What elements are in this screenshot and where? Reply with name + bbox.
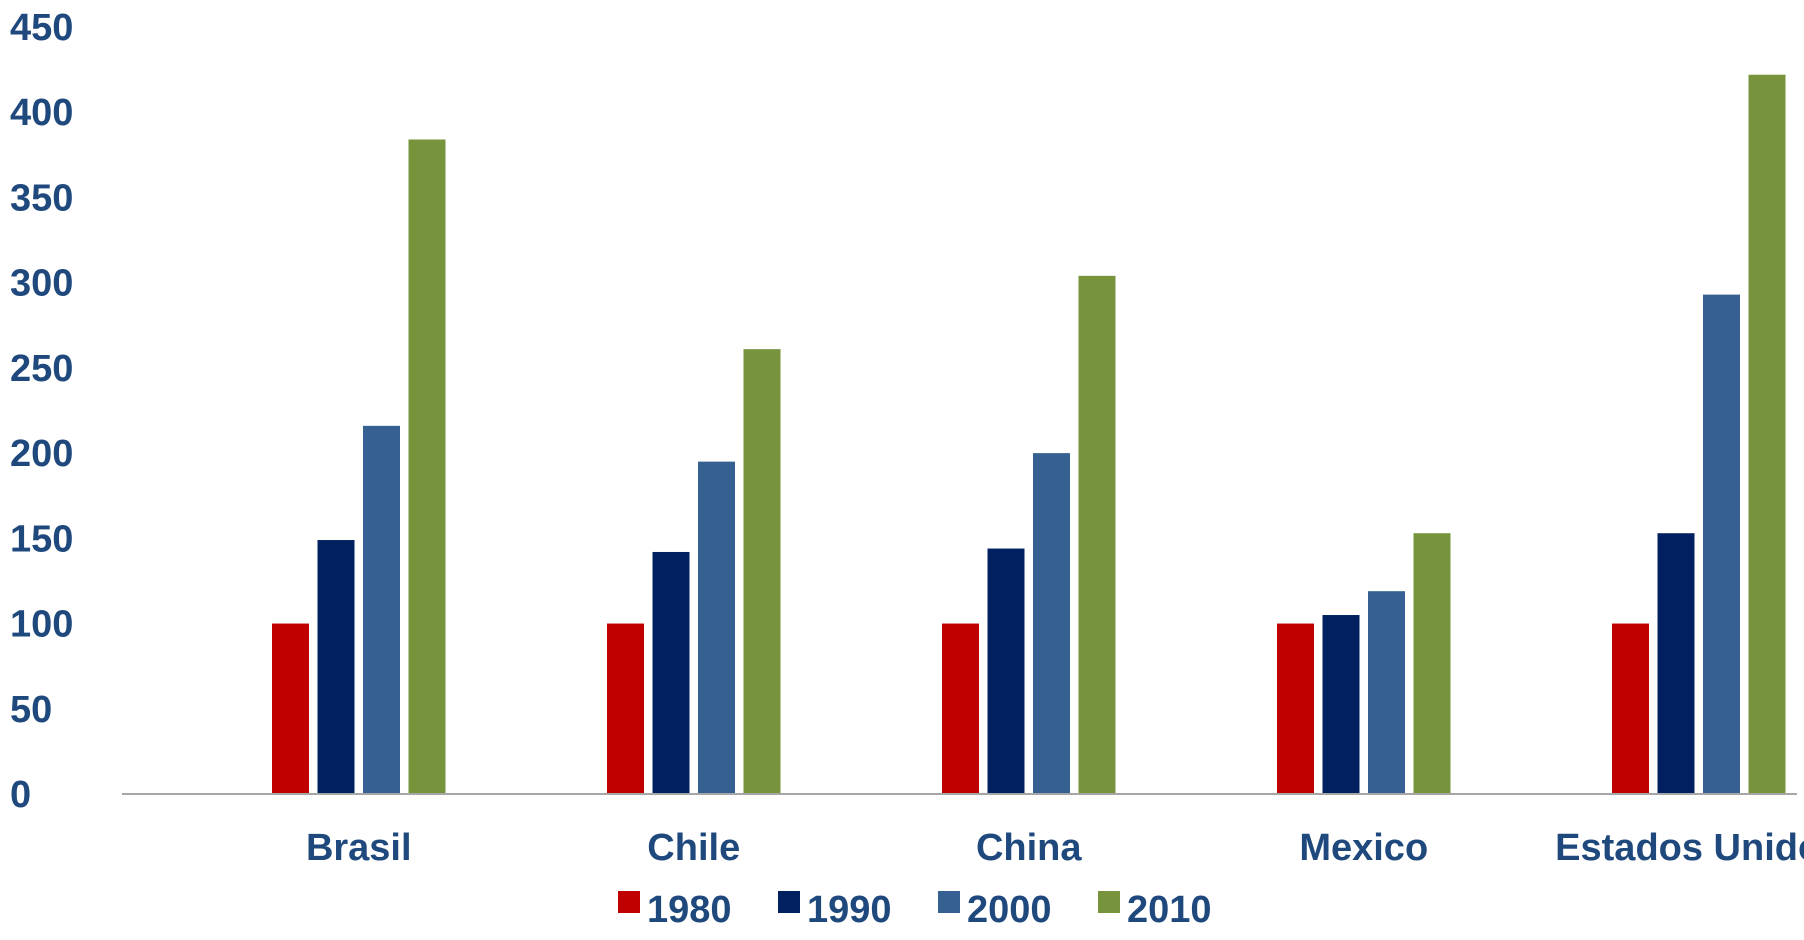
x-tick-label: Mexico bbox=[1299, 827, 1428, 869]
bar-brasil-1980 bbox=[272, 623, 309, 794]
y-tick-label: 350 bbox=[10, 177, 73, 219]
x-tick-label: Chile bbox=[647, 827, 740, 869]
x-tick-label: China bbox=[976, 827, 1082, 869]
legend-label-2010: 2010 bbox=[1127, 889, 1212, 931]
bars bbox=[272, 74, 1786, 795]
bar-brasil-2010 bbox=[408, 139, 446, 794]
x-tick-label: Brasil bbox=[306, 827, 412, 869]
legend-swatch-2010 bbox=[1098, 891, 1120, 913]
y-tick-label: 300 bbox=[10, 263, 73, 305]
legend-swatch-1990 bbox=[778, 891, 800, 913]
y-tick-label: 150 bbox=[10, 518, 73, 560]
bar-brasil-1990 bbox=[317, 540, 355, 794]
legend: 1980 1990 2000 2010 bbox=[618, 889, 1212, 931]
x-axis-ticks: Brasil Chile China Mexico Estados Unidos bbox=[306, 827, 1804, 869]
x-tick-label: Estados Unidos bbox=[1555, 827, 1804, 869]
bar-estados-unidos-2000 bbox=[1703, 294, 1740, 794]
legend-label-1980: 1980 bbox=[647, 889, 732, 931]
y-tick-label: 250 bbox=[10, 348, 73, 390]
legend-label-2000: 2000 bbox=[967, 889, 1052, 931]
bar-mexico-1990 bbox=[1322, 615, 1360, 794]
bar-chile-2000 bbox=[698, 461, 735, 794]
legend-swatch-1980 bbox=[618, 891, 640, 913]
bar-estados-unidos-1990 bbox=[1657, 533, 1695, 794]
y-tick-label: 400 bbox=[10, 92, 73, 134]
bar-brasil-2000 bbox=[363, 425, 400, 794]
bar-mexico-2010 bbox=[1413, 533, 1451, 794]
bar-mexico-2000 bbox=[1368, 591, 1405, 794]
y-tick-label: 100 bbox=[10, 604, 73, 646]
bar-chile-1980 bbox=[607, 623, 644, 794]
bar-chile-1990 bbox=[652, 551, 690, 794]
legend-swatch-2000 bbox=[938, 891, 960, 913]
bar-china-1990 bbox=[987, 548, 1025, 794]
y-tick-label: 50 bbox=[10, 689, 52, 731]
bar-estados-unidos-1980 bbox=[1612, 623, 1649, 794]
bar-china-2000 bbox=[1033, 453, 1070, 794]
bar-china-2010 bbox=[1078, 275, 1116, 794]
bar-chile-2010 bbox=[743, 349, 781, 794]
bar-estados-unidos-2010 bbox=[1748, 74, 1786, 795]
y-axis-ticks: 0 50 100 150 200 250 300 350 400 450 bbox=[10, 7, 73, 816]
bar-mexico-1980 bbox=[1277, 623, 1314, 794]
bar-china-1980 bbox=[942, 623, 979, 794]
y-tick-label: 0 bbox=[10, 774, 31, 816]
legend-label-1990: 1990 bbox=[807, 889, 892, 931]
y-tick-label: 200 bbox=[10, 433, 73, 475]
y-tick-label: 450 bbox=[10, 7, 73, 49]
